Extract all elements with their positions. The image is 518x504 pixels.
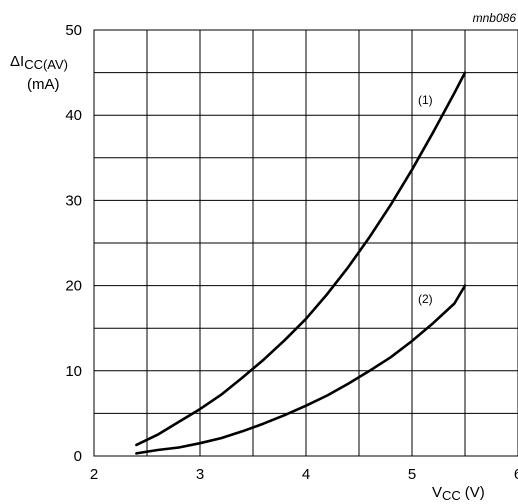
y-tick-label: 10: [65, 363, 82, 380]
y-axis-label-sub: CC(AV): [24, 57, 68, 72]
series-line-2: [135, 284, 467, 455]
grid: [94, 30, 518, 456]
x-axis-label: VCC (V): [432, 484, 485, 503]
tick-labels: 2 3 4 5 6 0 10 20 30 40 50: [65, 22, 518, 483]
x-axis-label-sub: CC: [442, 488, 461, 503]
plot-frame: [93, 29, 518, 457]
x-axis-label-main: V: [432, 484, 442, 501]
y-axis-label-main: ΔI: [10, 53, 24, 70]
x-tick-label: 6: [514, 466, 518, 483]
y-tick-label: 20: [65, 278, 82, 295]
chart-code-label: mnb086: [473, 11, 517, 25]
x-tick-label: 3: [196, 466, 204, 483]
y-tick-label: 0: [74, 448, 82, 465]
series-group: [135, 71, 467, 455]
y-axis-label: ΔICC(AV): [10, 53, 68, 72]
x-tick-label: 5: [408, 466, 416, 483]
x-axis-label-unit: (V): [465, 484, 485, 501]
y-tick-label: 50: [65, 22, 82, 39]
curve-label-1: (1): [418, 93, 433, 107]
y-tick-label: 40: [65, 107, 82, 124]
y-axis-unit: (mA): [27, 76, 60, 93]
x-tick-label: 4: [302, 466, 310, 483]
series-line-1: [135, 71, 467, 447]
curve-label-2: (2): [418, 292, 433, 306]
y-tick-label: 30: [65, 192, 82, 209]
x-tick-label: 2: [90, 466, 98, 483]
